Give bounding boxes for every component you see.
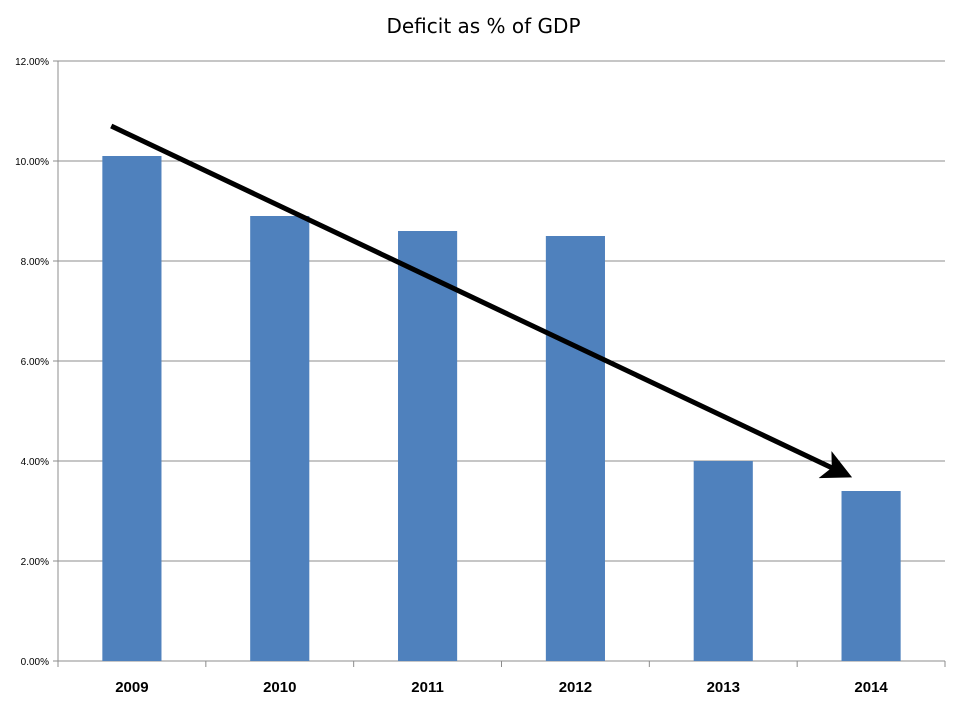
x-tick-label-2010: 2010 <box>263 679 296 696</box>
x-tick-label-2013: 2013 <box>707 679 740 696</box>
bar-2013 <box>693 461 753 661</box>
x-tick-label-2012: 2012 <box>559 679 592 696</box>
bar-2009 <box>102 156 162 661</box>
y-tick-label-4: 4.00% <box>21 457 49 468</box>
chart-title: Deficit as % of GDP <box>386 14 581 38</box>
x-tick-label-2014: 2014 <box>854 679 888 696</box>
bar-2010 <box>250 216 310 661</box>
y-tick-label-2: 2.00% <box>21 557 49 568</box>
bar-2014 <box>841 491 901 661</box>
trend-arrow <box>110 123 853 479</box>
x-tick-label-2011: 2011 <box>411 679 444 696</box>
y-tick-label-6: 6.00% <box>21 357 49 368</box>
y-tick-label-8: 8.00% <box>21 257 49 268</box>
y-tick-label-0: 0.00% <box>21 657 49 668</box>
x-tick-label-2009: 2009 <box>115 679 148 696</box>
y-tick-label-10: 10.00% <box>15 157 49 168</box>
bar-2011 <box>398 231 458 661</box>
bar-2012 <box>545 236 605 661</box>
y-tick-label-12: 12.00% <box>15 57 49 68</box>
